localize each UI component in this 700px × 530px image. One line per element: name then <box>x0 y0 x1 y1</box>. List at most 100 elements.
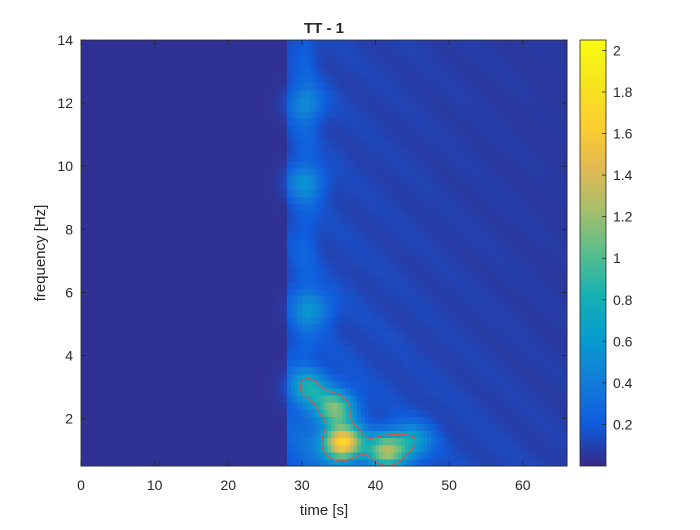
heatmap-cell <box>191 125 196 133</box>
heatmap-cell <box>132 132 137 140</box>
heatmap-cell <box>357 352 362 361</box>
heatmap-cell <box>283 40 288 48</box>
heatmap-cell <box>261 146 266 155</box>
heatmap-cell <box>312 174 318 183</box>
heatmap-cell <box>209 451 215 460</box>
heatmap-cell <box>154 288 159 297</box>
heatmap-cell <box>92 288 97 297</box>
heatmap-cell <box>265 402 270 410</box>
heatmap-cell <box>173 182 178 190</box>
heatmap-cell <box>265 174 270 183</box>
heatmap-cell <box>301 380 307 389</box>
heatmap-cell <box>335 89 340 98</box>
heatmap-cell <box>316 89 321 98</box>
heatmap-cell <box>371 203 377 211</box>
heatmap-cell <box>327 103 332 112</box>
heatmap-cell <box>176 231 182 240</box>
heatmap-cell <box>375 89 380 98</box>
heatmap-cell <box>265 395 270 403</box>
heatmap-cell <box>128 96 134 105</box>
heatmap-cell <box>147 103 152 112</box>
heatmap-cell <box>228 47 233 55</box>
heatmap-cell <box>84 245 89 254</box>
heatmap-cell <box>220 437 226 446</box>
heatmap-cell <box>224 189 229 197</box>
heatmap-cell <box>364 160 369 169</box>
heatmap-cell <box>316 267 321 275</box>
heatmap-cell <box>360 288 366 297</box>
heatmap-cell <box>202 111 207 119</box>
heatmap-cell <box>309 295 314 304</box>
heatmap-cell <box>103 274 108 282</box>
heatmap-cell <box>162 345 167 353</box>
heatmap-cell <box>294 409 299 417</box>
heatmap-cell <box>298 409 303 417</box>
heatmap-cell <box>246 430 251 439</box>
heatmap-cell <box>187 68 193 77</box>
heatmap-cell <box>364 380 369 389</box>
heatmap-cell <box>379 217 384 226</box>
heatmap-cell <box>92 437 97 446</box>
heatmap-cell <box>364 182 369 190</box>
heatmap-cell <box>121 125 126 133</box>
heatmap-cell <box>327 380 332 389</box>
heatmap-cell <box>298 267 303 275</box>
heatmap-cell <box>239 40 244 48</box>
heatmap-cell <box>125 345 130 353</box>
heatmap-cell <box>169 395 174 403</box>
heatmap-cell <box>180 54 185 62</box>
heatmap-cell <box>180 146 185 155</box>
heatmap-cell <box>287 196 292 204</box>
heatmap-cell <box>209 309 215 318</box>
heatmap-cell <box>92 217 97 226</box>
heatmap-cell <box>294 118 299 126</box>
heatmap-cell <box>301 153 307 162</box>
heatmap-cell <box>191 324 196 332</box>
heatmap-cell <box>335 160 340 169</box>
heatmap-cell <box>106 96 112 105</box>
heatmap-cell <box>84 253 89 261</box>
heatmap-cell <box>128 210 134 219</box>
heatmap-cell <box>360 444 366 453</box>
heatmap-cell <box>191 196 196 204</box>
heatmap-cell <box>353 103 358 112</box>
heatmap-cell <box>213 302 218 311</box>
heatmap-cell <box>162 331 167 339</box>
heatmap-cell <box>206 103 211 112</box>
heatmap-cell <box>81 40 86 48</box>
heatmap-cell <box>206 111 211 119</box>
heatmap-cell <box>290 82 296 91</box>
heatmap-cell <box>327 89 332 98</box>
heatmap-cell <box>371 281 377 290</box>
heatmap-cell <box>121 231 126 240</box>
heatmap-cell <box>198 118 204 126</box>
heatmap-cell <box>154 160 159 169</box>
heatmap-cell <box>360 238 366 247</box>
heatmap-cell <box>349 174 355 183</box>
heatmap-cell <box>213 352 218 361</box>
heatmap-cell <box>327 111 332 119</box>
heatmap-cell <box>213 61 218 69</box>
heatmap-cell <box>353 458 358 467</box>
heatmap-cell <box>243 309 248 318</box>
heatmap-cell <box>117 196 123 204</box>
heatmap-cell <box>283 167 288 176</box>
heatmap-cell <box>349 54 355 62</box>
heatmap-cell <box>132 409 137 417</box>
heatmap-cell <box>353 309 358 318</box>
heatmap-cell <box>305 196 310 204</box>
heatmap-cell <box>187 387 193 396</box>
heatmap-cell <box>143 267 148 275</box>
heatmap-cell <box>375 125 380 133</box>
heatmap-cell <box>213 316 218 325</box>
heatmap-cell <box>173 416 178 424</box>
heatmap-cell <box>379 366 384 375</box>
heatmap-cell <box>338 160 344 169</box>
heatmap-cell <box>327 68 332 77</box>
heatmap-cell <box>375 96 380 105</box>
heatmap-cell <box>110 238 115 247</box>
heatmap-cell <box>228 458 233 467</box>
heatmap-cell <box>213 295 218 304</box>
heatmap-cell <box>173 132 178 140</box>
heatmap-cell <box>290 89 296 98</box>
